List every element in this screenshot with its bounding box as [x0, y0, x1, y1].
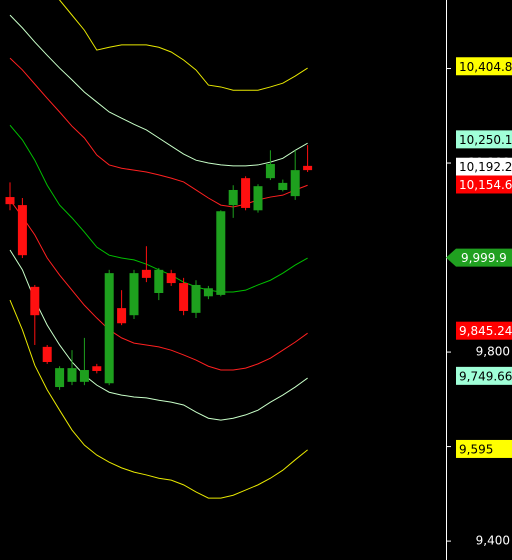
candle-body — [154, 269, 164, 293]
candle-body — [265, 163, 275, 179]
price-marker — [456, 366, 512, 385]
band-line — [9, 249, 308, 421]
candle-body — [30, 286, 40, 316]
candle-body — [104, 273, 114, 384]
price-axis: 9,4009,6009,80010,00010,20010,40010,404.… — [446, 57, 512, 548]
candle-body — [228, 189, 238, 206]
band-line — [9, 199, 308, 371]
candle-body — [117, 308, 127, 324]
price-label: 9,845.24 — [459, 324, 512, 338]
candle-body — [166, 273, 176, 284]
price-marker — [456, 175, 512, 194]
band-line — [58, 0, 308, 91]
candle-body — [92, 366, 102, 371]
candle-body — [141, 269, 151, 278]
candle-body — [55, 368, 65, 388]
price-marker — [456, 130, 512, 149]
price-marker — [446, 248, 512, 267]
plot-area — [5, 0, 313, 499]
price-marker — [456, 157, 512, 176]
price-label: 9,595 — [459, 442, 493, 456]
price-label: 10,250.1 — [459, 133, 512, 147]
candle-body — [216, 211, 226, 295]
candle-body — [203, 288, 213, 297]
candle-body — [290, 170, 300, 197]
price-label: 10,192.2 — [459, 160, 512, 174]
candle-body — [191, 284, 201, 313]
candle-body — [5, 197, 15, 205]
candle-body — [303, 165, 313, 171]
candle-body — [179, 283, 189, 311]
price-label: 9,999.9 — [461, 251, 507, 265]
price-label: 10,154.6 — [459, 178, 512, 192]
band-line — [9, 299, 308, 499]
candle-body — [42, 346, 52, 362]
price-marker — [456, 57, 512, 76]
price-marker — [456, 321, 512, 340]
candle-body — [79, 370, 89, 382]
price-label: 10,404.8 — [459, 60, 512, 74]
y-tick-label: 9,400 — [476, 534, 510, 548]
price-label: 9,749.66 — [459, 369, 512, 383]
candle-body — [278, 182, 288, 190]
candle-body — [67, 368, 77, 382]
candle-body — [129, 273, 139, 316]
candle-body — [253, 186, 263, 211]
candle-body — [241, 178, 251, 208]
candle-body — [17, 205, 27, 256]
price-marker — [456, 439, 512, 458]
band-line — [9, 14, 308, 167]
y-tick-label: 9,800 — [476, 345, 510, 359]
